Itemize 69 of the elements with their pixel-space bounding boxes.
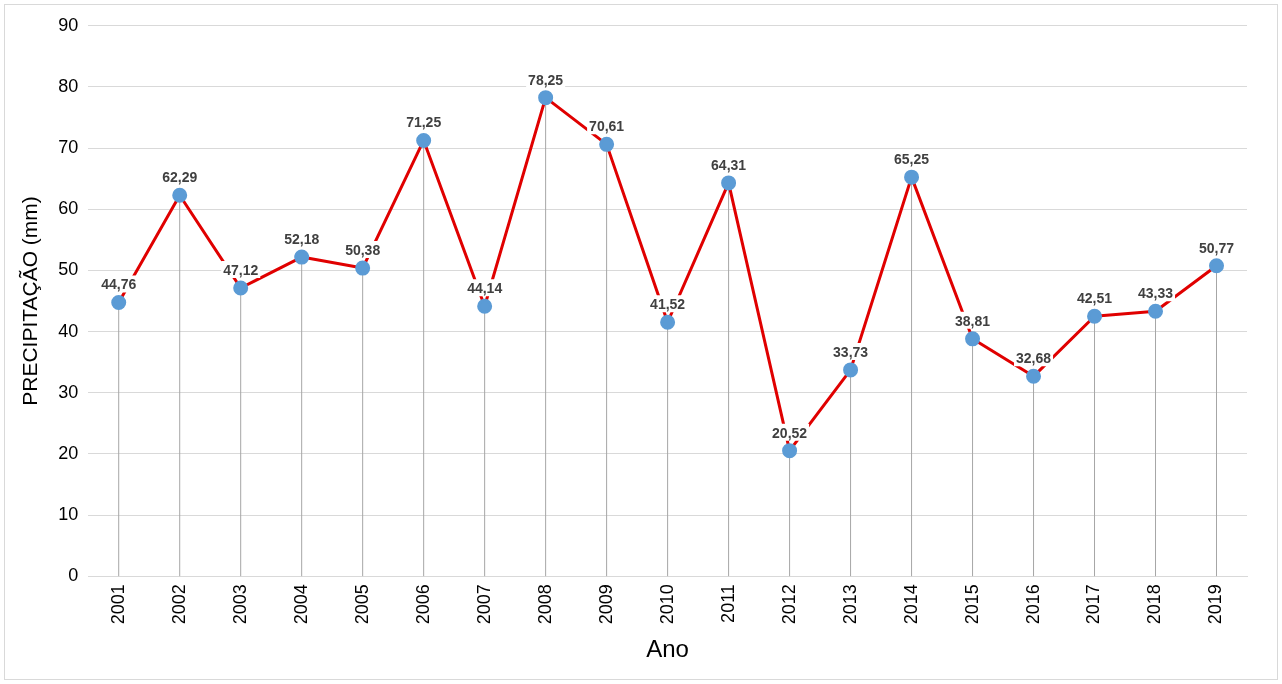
data-label: 78,25 xyxy=(528,71,564,88)
data-label: 52,18 xyxy=(284,230,320,247)
point xyxy=(782,443,798,459)
x-tick-label: 2012 xyxy=(778,584,799,625)
point xyxy=(294,249,310,265)
x-tick-label: 2019 xyxy=(1205,584,1226,625)
y-tick-label: 10 xyxy=(58,503,79,524)
data-label: 50,38 xyxy=(345,241,381,258)
point xyxy=(1026,368,1042,384)
y-tick-label: 30 xyxy=(58,381,79,402)
x-tick-label: 2003 xyxy=(229,584,250,625)
x-tick-label: 2013 xyxy=(839,584,860,625)
x-tick-label: 2015 xyxy=(961,584,982,625)
x-tick-label: 2018 xyxy=(1144,584,1165,625)
x-tick-label: 2008 xyxy=(534,584,555,625)
point xyxy=(233,280,249,296)
point xyxy=(477,298,493,314)
x-tick-label: 2014 xyxy=(900,584,921,625)
point xyxy=(660,314,676,330)
x-tick-label: 2016 xyxy=(1022,584,1043,625)
x-axis-title: Ano xyxy=(646,635,689,663)
point xyxy=(904,169,920,185)
data-label: 70,61 xyxy=(589,118,625,135)
point xyxy=(965,331,981,347)
point xyxy=(843,362,859,378)
y-tick-label: 90 xyxy=(58,14,79,35)
data-label: 47,12 xyxy=(223,261,259,278)
x-tick-label: 2011 xyxy=(717,584,738,623)
x-tick-label: 2009 xyxy=(595,584,616,625)
point xyxy=(721,175,737,191)
x-tick-label: 2010 xyxy=(656,584,677,625)
x-tick-label: 2017 xyxy=(1083,584,1104,625)
y-axis-title: PRECIPITAÇÃO (mm) xyxy=(18,196,42,406)
data-label: 65,25 xyxy=(894,151,930,168)
point xyxy=(1148,303,1164,319)
data-label: 64,31 xyxy=(711,156,747,173)
x-tick-label: 2007 xyxy=(473,584,494,625)
data-label: 62,29 xyxy=(162,169,198,186)
data-label: 32,68 xyxy=(1016,350,1052,367)
data-label: 43,33 xyxy=(1137,285,1174,302)
point xyxy=(1209,258,1225,274)
y-tick-label: 50 xyxy=(58,259,79,280)
point xyxy=(355,260,371,276)
y-tick-label: 40 xyxy=(58,320,79,341)
x-tick-label: 2004 xyxy=(290,584,311,625)
data-label: 38,81 xyxy=(955,312,991,329)
data-label: 50,77 xyxy=(1198,239,1235,256)
y-tick-label: 0 xyxy=(68,565,79,586)
data-label: 41,52 xyxy=(650,296,686,313)
y-tick-label: 60 xyxy=(58,198,79,219)
x-tick-label: 2002 xyxy=(168,584,189,625)
point xyxy=(538,90,554,106)
y-tick-label: 70 xyxy=(58,137,79,158)
data-label: 42,51 xyxy=(1077,290,1113,307)
y-tick-label: 20 xyxy=(58,442,79,463)
x-tick-label: 2001 xyxy=(107,584,128,625)
x-tick-label: 2006 xyxy=(412,584,433,625)
y-tick-label: 80 xyxy=(58,75,79,96)
point xyxy=(599,136,615,152)
point xyxy=(1087,308,1103,324)
point xyxy=(416,132,432,148)
data-label: 71,25 xyxy=(406,114,442,131)
data-label: 33,73 xyxy=(833,343,869,360)
data-label: 44,14 xyxy=(467,280,503,297)
x-tick-label: 2005 xyxy=(351,584,372,625)
point xyxy=(111,294,127,310)
data-label: 20,52 xyxy=(772,424,808,441)
point xyxy=(172,187,188,203)
data-label: 44,76 xyxy=(101,276,137,293)
